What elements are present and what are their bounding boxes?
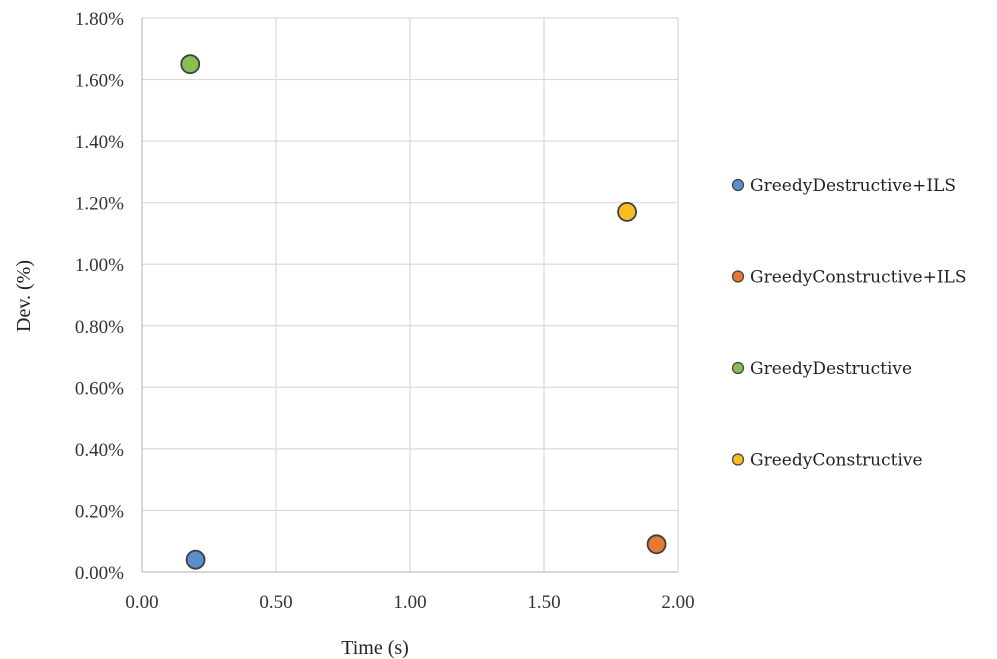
x-tick-label: 2.00 [661, 592, 694, 613]
legend-label: GreedyDestructive+ILS [750, 176, 956, 196]
x-tick-label: 0.00 [125, 592, 158, 613]
legend-item: GreedyDestructive [731, 359, 912, 379]
y-tick-label: 0.60% [75, 378, 124, 399]
legend-item: GreedyDestructive+ILS [731, 176, 956, 196]
y-tick-labels: 0.00% 0.20% 0.40% 0.60% 0.80% 1.00% 1.20% 1.40%… [75, 9, 124, 584]
legend-label: GreedyConstructive+ILS [750, 268, 966, 288]
y-tick-label: 0.80% [75, 317, 124, 338]
x-tick-labels: 0.00 0.50 1.00 1.50 2.00 [125, 592, 694, 613]
y-tick-label: 1.80% [75, 9, 124, 30]
y-tick-label: 1.20% [75, 194, 124, 215]
legend-item: GreedyConstructive [731, 451, 923, 471]
legend: GreedyDestructive+ILS GreedyConstructive+… [731, 176, 966, 471]
legend-marker [731, 361, 745, 375]
y-tick-label: 0.20% [75, 501, 124, 522]
x-tick-label: 1.50 [527, 592, 560, 613]
x-tick-label: 1.00 [393, 592, 426, 613]
legend-marker [731, 453, 745, 466]
y-axis-title: Dev. (%) [13, 260, 35, 332]
data-points [180, 54, 667, 570]
y-tick-label: 1.60% [75, 71, 124, 92]
data-point [185, 549, 206, 570]
legend-marker [731, 270, 745, 283]
x-tick-label: 0.50 [259, 592, 292, 613]
legend-marker [731, 178, 745, 192]
axes [141, 18, 678, 573]
data-point [180, 54, 201, 75]
y-tick-label: 0.40% [75, 440, 124, 461]
x-axis-title: Time (s) [341, 637, 409, 659]
legend-label: GreedyDestructive [750, 359, 912, 379]
legend-label: GreedyConstructive [750, 451, 923, 471]
data-point [646, 534, 667, 555]
y-tick-label: 1.40% [75, 132, 124, 153]
gridlines [142, 17, 679, 572]
legend-item: GreedyConstructive+ILS [731, 268, 966, 288]
y-tick-label: 0.00% [75, 563, 124, 584]
data-point [617, 201, 637, 222]
y-tick-label: 1.00% [75, 255, 124, 276]
